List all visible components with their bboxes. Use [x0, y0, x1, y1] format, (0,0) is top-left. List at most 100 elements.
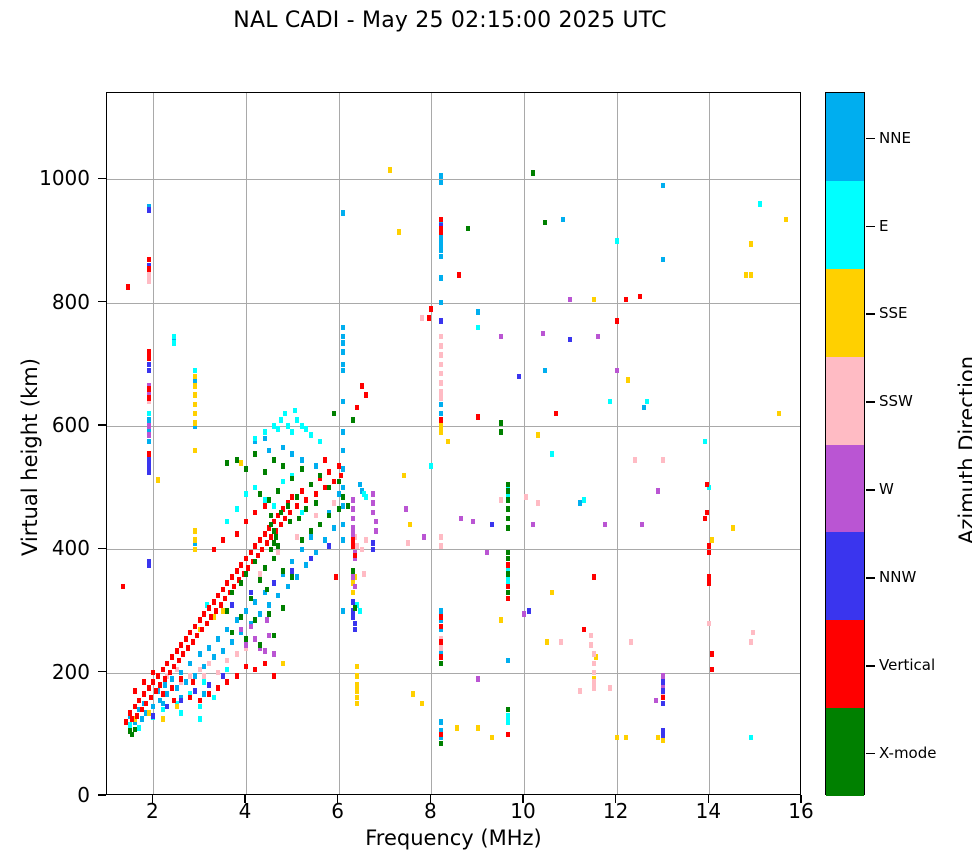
page-title: NAL CADI - May 25 02:15:00 2025 UTC: [233, 8, 667, 33]
echo-pixel-x-mode: [352, 605, 357, 611]
echo-pixel-vertical: [144, 700, 149, 707]
echo-pixel-nne: [341, 466, 346, 472]
echo-pixel-vertical: [322, 457, 327, 463]
echo-pixel-sse: [281, 660, 286, 667]
echo-pixel-nne: [146, 438, 151, 445]
gridline-vertical: [431, 93, 433, 794]
echo-pixel-vertical: [322, 484, 327, 491]
echo-pixel-sse: [744, 272, 749, 278]
echo-pixel-nne: [438, 179, 443, 186]
echo-pixel-ssw: [591, 660, 596, 667]
echo-pixel-x-mode: [276, 543, 281, 550]
echo-pixel-vertical: [438, 228, 443, 235]
echo-pixel-x-mode: [253, 450, 258, 457]
echo-pixel-x-mode: [253, 558, 258, 565]
echo-pixel-x-mode: [505, 571, 510, 577]
echo-pixel-vertical: [271, 672, 276, 679]
echo-pixel-x-mode: [505, 487, 510, 494]
echo-pixel-w: [146, 392, 151, 398]
echo-pixel-sse: [730, 524, 735, 531]
echo-pixel-sse: [401, 472, 406, 479]
echo-pixel-vertical: [246, 565, 251, 571]
echo-pixel-e: [364, 494, 369, 500]
echo-pixel-nne: [225, 626, 230, 633]
y-tick-mark: [98, 794, 106, 796]
echo-pixel-e: [244, 491, 248, 497]
echo-pixel-nne: [438, 235, 443, 241]
x-tick-label: 16: [788, 799, 814, 823]
echo-pixel-vertical: [174, 648, 179, 654]
echo-pixel-x-mode: [257, 491, 262, 497]
echo-pixel-sse: [535, 432, 540, 439]
echo-pixel-ssw: [225, 657, 230, 664]
echo-pixel-sse: [355, 700, 360, 707]
colorbar-label-vertical: Vertical: [879, 655, 936, 674]
echo-pixel-nne: [438, 241, 443, 247]
echo-pixel-e: [758, 201, 763, 207]
echo-pixel-vertical: [709, 651, 714, 657]
echo-pixel-sse: [498, 617, 503, 624]
echo-pixel-nne: [146, 204, 151, 210]
y-tick-label: 200: [51, 659, 90, 684]
echo-pixel-x-mode: [505, 706, 510, 713]
echo-pixel-x-mode: [281, 605, 286, 611]
echo-pixel-nne: [438, 247, 443, 254]
echo-pixel-x-mode: [130, 731, 135, 738]
echo-pixel-e: [475, 324, 480, 331]
echo-pixel-nne: [172, 336, 177, 343]
echo-pixel-ssw: [179, 679, 184, 685]
echo-pixel-x-mode: [269, 546, 274, 553]
echo-pixel-nnw: [220, 672, 225, 679]
echo-pixel-nne: [206, 645, 211, 651]
x-tick-label: 2: [145, 799, 159, 823]
echo-pixel-vertical: [505, 595, 510, 602]
gridline-horizontal: [107, 426, 800, 427]
echo-pixel-vertical: [158, 682, 163, 688]
echo-pixel-x-mode: [128, 728, 133, 735]
echo-pixel-ssw: [257, 571, 262, 577]
echo-pixel-nne: [438, 651, 443, 657]
echo-pixel-sse: [420, 700, 425, 707]
echo-pixel-x-mode: [276, 487, 281, 494]
echo-pixel-sse: [350, 580, 355, 587]
echo-pixel-vertical: [274, 528, 279, 534]
echo-pixel-nne: [438, 299, 443, 306]
echo-pixel-nne: [276, 592, 281, 599]
echo-pixel-vertical: [355, 404, 360, 411]
echo-pixel-vertical: [271, 518, 276, 525]
echo-pixel-vertical: [172, 697, 177, 704]
echo-pixel-vertical: [244, 518, 248, 525]
echo-pixel-sse: [211, 614, 216, 620]
echo-pixel-w: [239, 626, 244, 633]
echo-pixel-ssw: [633, 457, 638, 463]
echo-pixel-x-mode: [271, 528, 276, 534]
echo-pixel-x-mode: [341, 494, 346, 500]
echo-pixel-x-mode: [257, 642, 262, 648]
echo-pixel-nne: [169, 676, 174, 682]
echo-pixel-x-mode: [308, 528, 313, 534]
echo-pixel-vertical: [137, 697, 142, 704]
echo-pixel-nne: [438, 608, 443, 614]
echo-pixel-ssw: [406, 540, 411, 546]
echo-pixel-vertical: [199, 626, 204, 633]
echo-pixel-vertical: [218, 602, 223, 608]
echo-pixel-vertical: [707, 580, 712, 587]
echo-pixel-e: [707, 484, 712, 491]
echo-pixel-nne: [162, 682, 167, 688]
echo-pixel-w: [264, 617, 269, 624]
y-tick-label: 800: [51, 289, 90, 314]
echo-pixel-nne: [542, 367, 547, 374]
echo-pixel-x-mode: [281, 568, 286, 574]
echo-pixel-ssw: [146, 278, 151, 284]
echo-pixel-w: [484, 549, 489, 556]
echo-pixel-vertical: [169, 654, 174, 661]
echo-pixel-nnw: [517, 373, 522, 380]
echo-pixel-e: [278, 417, 283, 423]
echo-pixel-x-mode: [505, 481, 510, 488]
echo-pixel-x-mode: [248, 595, 253, 602]
echo-pixel-vertical: [269, 534, 274, 540]
echo-pixel-x-mode: [132, 726, 137, 733]
echo-pixel-ssw: [749, 639, 754, 645]
echo-pixel-sse: [661, 737, 665, 744]
echo-pixel-ssw: [188, 672, 193, 679]
